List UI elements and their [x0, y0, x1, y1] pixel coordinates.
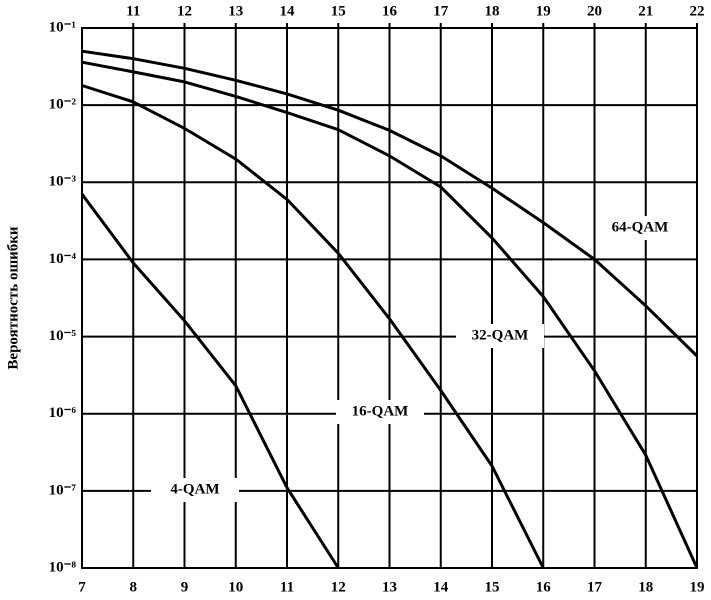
series-label: 32-QAM — [472, 327, 529, 343]
x-tick-label: 15 — [485, 579, 500, 595]
x-tick-label: 13 — [382, 579, 397, 595]
label-bg — [596, 216, 684, 240]
x2-tick-label: 11 — [126, 3, 140, 19]
curve — [80, 193, 340, 569]
x-tick-label: 16 — [536, 579, 552, 595]
y-tick-label: 10⁻¹ — [49, 19, 76, 35]
x-tick-label: 12 — [331, 579, 346, 595]
x-tick-label: 18 — [638, 579, 653, 595]
x2-tick-label: 14 — [280, 3, 296, 19]
x-tick-label: 7 — [78, 579, 86, 595]
series-label: 64-QAM — [612, 219, 669, 235]
series-label: 4-QAM — [170, 481, 219, 497]
label-bg — [456, 324, 544, 348]
label-bg — [336, 400, 424, 424]
series-label: 16-QAM — [352, 403, 409, 419]
y-tick-label: 10⁻⁵ — [49, 328, 77, 344]
y-tick-label: 10⁻⁶ — [49, 405, 77, 421]
x2-tick-label: 15 — [331, 3, 346, 19]
y-tick-label: 10⁻³ — [49, 174, 77, 190]
curve — [81, 60, 699, 569]
curve — [81, 49, 699, 358]
x2-tick-label: 20 — [587, 3, 602, 19]
x2-tick-label: 21 — [638, 3, 653, 19]
y-tick-label: 10⁻⁴ — [49, 251, 77, 267]
y-tick-label: 10⁻⁸ — [49, 559, 77, 575]
x2-tick-label: 13 — [228, 3, 243, 19]
y-tick-label: 10⁻² — [49, 97, 77, 113]
x-tick-label: 14 — [433, 579, 449, 595]
x2-tick-label: 19 — [536, 3, 551, 19]
curve — [81, 84, 545, 569]
x-tick-label: 8 — [130, 579, 138, 595]
x-tick-label: 10 — [228, 579, 243, 595]
x-tick-label: 11 — [280, 579, 294, 595]
x2-tick-label: 18 — [485, 3, 500, 19]
x-tick-label: 9 — [181, 579, 189, 595]
x2-tick-label: 12 — [177, 3, 192, 19]
x2-tick-label: 17 — [433, 3, 449, 19]
label-bg — [151, 478, 239, 502]
x-tick-label: 19 — [690, 579, 705, 595]
x2-tick-label: 22 — [690, 3, 705, 19]
y-axis-label: Вероятность ошибки — [5, 226, 21, 370]
x2-tick-label: 16 — [382, 3, 398, 19]
y-tick-label: 10⁻⁷ — [49, 482, 77, 498]
x-tick-label: 17 — [587, 579, 603, 595]
